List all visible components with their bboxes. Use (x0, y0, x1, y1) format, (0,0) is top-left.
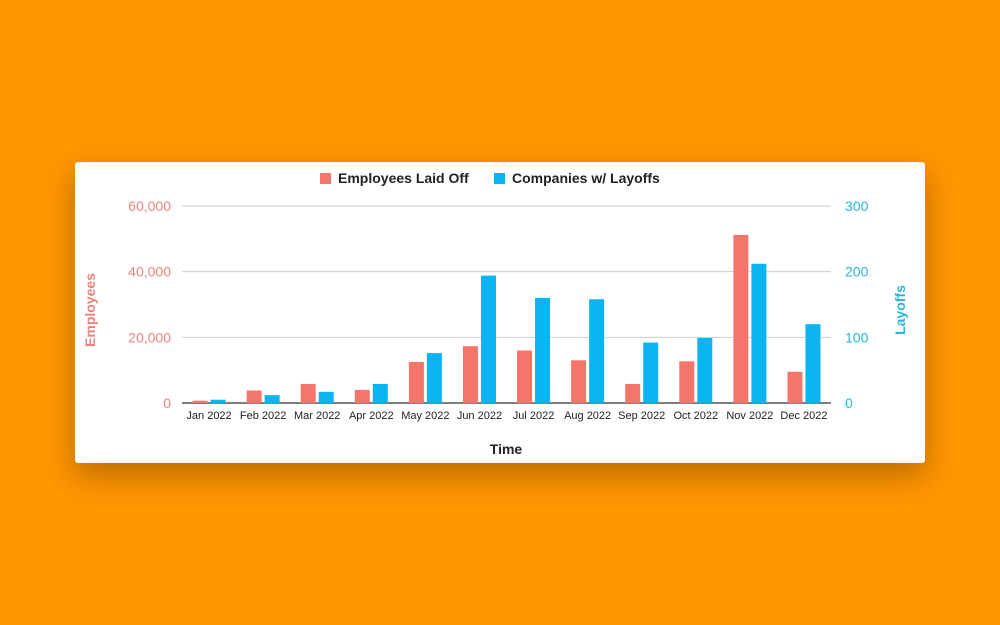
bar-employees-laid-off (571, 360, 587, 403)
bar-companies-with-layoffs (426, 353, 442, 403)
x-tick-label: Feb 2022 (240, 410, 286, 422)
legend-label-companies: Companies w/ Layoffs (512, 170, 660, 186)
legend-label-employees: Employees Laid Off (338, 170, 469, 186)
left-axis-label: Employees (82, 273, 98, 347)
right-tick-label: 300 (845, 198, 869, 214)
bar-employees-laid-off (733, 234, 749, 403)
bar-companies-with-layoffs (372, 383, 388, 403)
x-tick-label: Jun 2022 (457, 410, 502, 422)
left-tick-label: 60,000 (128, 198, 171, 214)
legend-swatch-companies (494, 173, 505, 184)
x-tick-label: Apr 2022 (349, 410, 394, 422)
bar-companies-with-layoffs (264, 395, 280, 403)
grid-lines (182, 205, 831, 404)
left-tick-label: 0 (163, 395, 171, 411)
x-tick-label: Sep 2022 (618, 410, 665, 422)
bar-companies-with-layoffs (805, 324, 821, 403)
bar-companies-with-layoffs (643, 342, 659, 403)
bar-companies-with-layoffs (535, 297, 551, 403)
bar-companies-with-layoffs (589, 299, 605, 403)
bar-companies-with-layoffs (318, 391, 334, 403)
bar-employees-laid-off (354, 389, 370, 403)
left-tick-label: 40,000 (128, 264, 171, 280)
x-tick-label: Dec 2022 (780, 410, 827, 422)
bar-employees-laid-off (462, 346, 478, 403)
x-tick-label: Aug 2022 (564, 410, 611, 422)
x-tick-label: Oct 2022 (673, 410, 718, 422)
bar-employees-laid-off (300, 383, 316, 403)
left-axis-ticks: 0 20,000 40,000 60,000 (128, 198, 171, 411)
bar-employees-laid-off (408, 361, 424, 403)
bar-companies-with-layoffs (480, 275, 496, 403)
right-tick-label: 100 (845, 329, 869, 345)
legend: Employees Laid Off Companies w/ Layoffs (320, 170, 660, 186)
left-tick-label: 20,000 (128, 329, 171, 345)
x-axis-label: Time (490, 441, 523, 457)
bar-companies-with-layoffs (751, 263, 767, 403)
right-axis-ticks: 0 100 200 300 (845, 198, 869, 411)
right-axis-label: Layoffs (892, 285, 908, 335)
bar-employees-laid-off (246, 390, 262, 403)
legend-swatch-employees (320, 173, 331, 184)
bar-companies-with-layoffs (210, 399, 226, 403)
bars (192, 234, 821, 403)
bar-employees-laid-off (625, 383, 641, 403)
x-tick-label: May 2022 (401, 410, 449, 422)
bar-employees-laid-off (517, 350, 533, 403)
x-tick-label: Jan 2022 (186, 410, 231, 422)
x-tick-label: Mar 2022 (294, 410, 340, 422)
right-tick-label: 0 (845, 395, 853, 411)
bar-companies-with-layoffs (697, 337, 713, 403)
bar-employees-laid-off (679, 361, 695, 403)
bar-chart: Jan 2022 Feb 2022 Mar 2022 Apr 2022 May 2022… (82, 170, 908, 457)
bar-employees-laid-off (192, 400, 208, 403)
right-tick-label: 200 (845, 264, 869, 280)
bar-employees-laid-off (787, 371, 803, 403)
x-tick-label: Jul 2022 (513, 410, 555, 422)
chart-card: Jan 2022 Feb 2022 Mar 2022 Apr 2022 May 2022… (75, 162, 925, 463)
x-tick-label: Nov 2022 (726, 410, 773, 422)
x-axis-ticks: Jan 2022 Feb 2022 Mar 2022 Apr 2022 May 2022… (186, 410, 827, 422)
